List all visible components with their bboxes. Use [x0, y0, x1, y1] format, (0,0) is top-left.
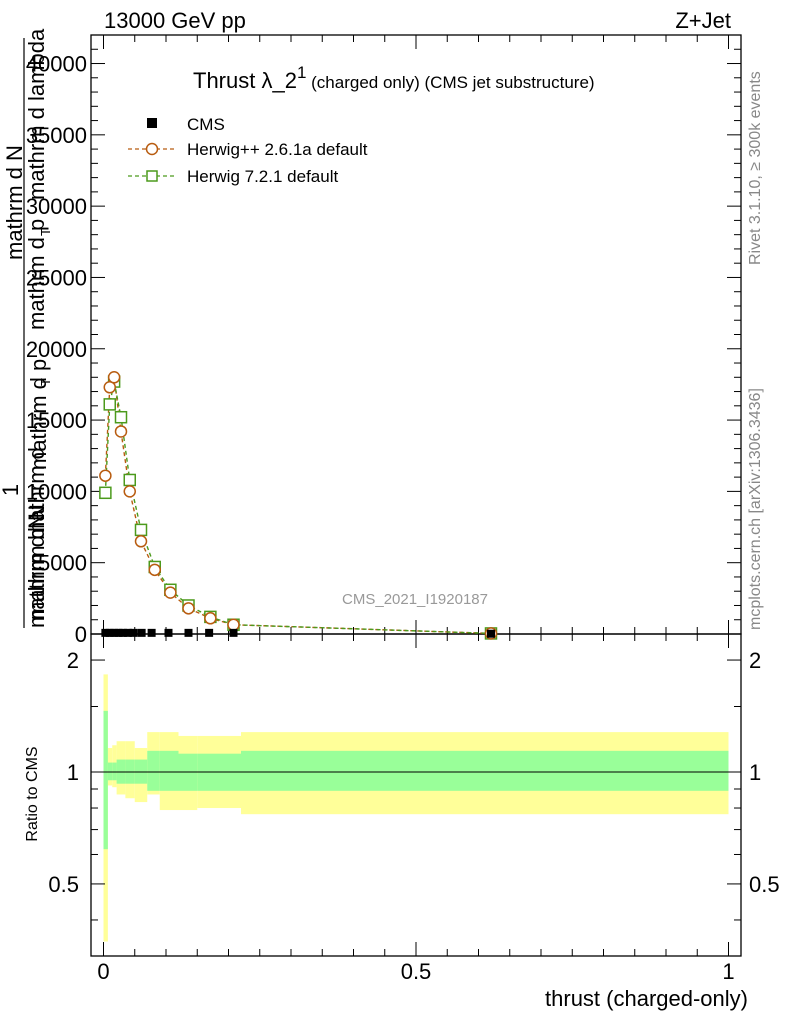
y-tick-label: 0 [75, 622, 87, 647]
ratio-y-tick-label-right: 0.5 [749, 872, 780, 897]
herwigpp-point [123, 485, 136, 498]
y-tick-label: 10000 [26, 479, 87, 504]
ratio-y-tick-label-right: 1 [749, 760, 761, 785]
y-tick-label: 5000 [38, 551, 87, 576]
ratio-y-tick-label: 1 [67, 760, 79, 785]
ratio-band-inner [241, 750, 729, 791]
herwigpp-point [134, 535, 148, 548]
cms-point [229, 628, 238, 637]
ratio-band-inner [112, 762, 117, 781]
cms-point [118, 628, 127, 637]
legend-marker-herwig7 [146, 170, 158, 182]
plot-title: Thrust λ_21 (charged only) (CMS jet subs… [193, 63, 595, 93]
x-tick-label: 0 [97, 959, 109, 984]
herwigpp-curve [104, 374, 492, 635]
herwigpp-point [204, 612, 217, 625]
legend-label-cms: CMS [187, 115, 225, 134]
y-tick-label: 40000 [26, 52, 87, 77]
herwigpp-point [182, 602, 195, 615]
herwigpp-point [103, 381, 116, 394]
y-axis-label: 1 mathrm d N mathrm d p T mathrm d lambd… [0, 28, 53, 628]
herwig7-point [99, 486, 112, 500]
y-tick-label: 25000 [26, 265, 87, 290]
main-axis-ticks: 0 5000 10000 15000 20000 25000 30000 35000 40000 [26, 35, 741, 647]
ratio-band-inner [107, 762, 113, 781]
legend-label-herwig7: Herwig 7.2.1 default [187, 167, 338, 186]
y-label-part-1: mathrm d N [2, 145, 27, 260]
legend-marker-herwigpp [145, 142, 159, 156]
side-text-rivet: Rivet 3.1.10, ≥ 300k events [747, 71, 764, 265]
y-label-part-6: T [38, 378, 53, 386]
cms-point [110, 628, 119, 637]
y-tick-label: 30000 [26, 194, 87, 219]
herwigpp-point [148, 563, 161, 577]
header-right: Z+Jet [675, 8, 731, 33]
y-tick-label: 20000 [26, 337, 87, 362]
cms-point [105, 628, 114, 637]
herwigpp-point [227, 618, 240, 631]
ratio-y-tick-label-right: 2 [749, 648, 761, 673]
plot-title-suffix: (charged only) (CMS jet substructure) [306, 73, 594, 92]
cms-point [101, 628, 110, 637]
y-label-part-5: mathrm d p [26, 359, 51, 470]
y-label-part-2: mathrm d p [24, 219, 49, 330]
y-label-part-7: mathrm d [24, 447, 49, 540]
y-label-part-4: mathrm d lambda [24, 28, 49, 200]
cms-point [164, 628, 173, 637]
cms-point [129, 628, 138, 637]
cms-point [205, 628, 214, 637]
y-label-part-8: mathrm d N [24, 513, 49, 628]
herwigpp-point [114, 425, 128, 438]
y-tick-label: 15000 [26, 408, 87, 433]
herwig7-point [114, 410, 128, 424]
x-tick-label: 0.5 [401, 959, 432, 984]
analysis-watermark: CMS_2021_I1920187 [342, 591, 488, 608]
herwig7-point [134, 523, 148, 537]
cms-point [147, 628, 156, 637]
cms-point [123, 628, 132, 637]
herwigpp-point [164, 586, 177, 599]
cms-point [137, 628, 146, 637]
cms-point [184, 628, 193, 637]
ratio-y-tick-label: 2 [67, 648, 79, 673]
herwig7-point [123, 473, 136, 487]
ratio-y-tick-label: 0.5 [48, 872, 79, 897]
data-series [99, 371, 498, 640]
herwigpp-point [107, 371, 121, 384]
herwigpp-point [99, 469, 112, 482]
ratio-band-inner [159, 750, 179, 791]
y-tick-label: 35000 [26, 123, 87, 148]
ratio-axis-ticks: 0.5 0.5 1 1 2 2 0 0.5 1 [48, 634, 780, 984]
ratio-uncertainty-bands [103, 674, 729, 942]
y-label-part-9: mathrm d N [24, 505, 49, 620]
cms-point [114, 628, 123, 637]
plot-title-main: Thrust λ_2 [193, 68, 297, 93]
header-left: 13000 GeV pp [104, 8, 246, 33]
x-axis-label: thrust (charged-only) [545, 986, 748, 1011]
legend-marker-cms [147, 118, 157, 128]
x-tick-label: 1 [722, 959, 734, 984]
plot-title-superscript: 1 [297, 63, 306, 82]
side-text-mcplots: mcplots.cern.ch [arXiv:1306.3436] [747, 388, 764, 630]
legend: CMS Herwig++ 2.6.1a default Herwig 7.2.1… [128, 115, 368, 186]
legend-label-herwigpp: Herwig++ 2.6.1a default [187, 140, 368, 159]
ratio-band-inner [147, 750, 160, 791]
y-label-part-3: T [38, 228, 53, 236]
cms-point [487, 629, 495, 638]
y-label-numerator: 1 [0, 484, 23, 496]
ratio-band-inner [103, 710, 108, 850]
herwig7-point [103, 398, 116, 411]
ratio-axis-label: Ratio to CMS [24, 746, 41, 841]
